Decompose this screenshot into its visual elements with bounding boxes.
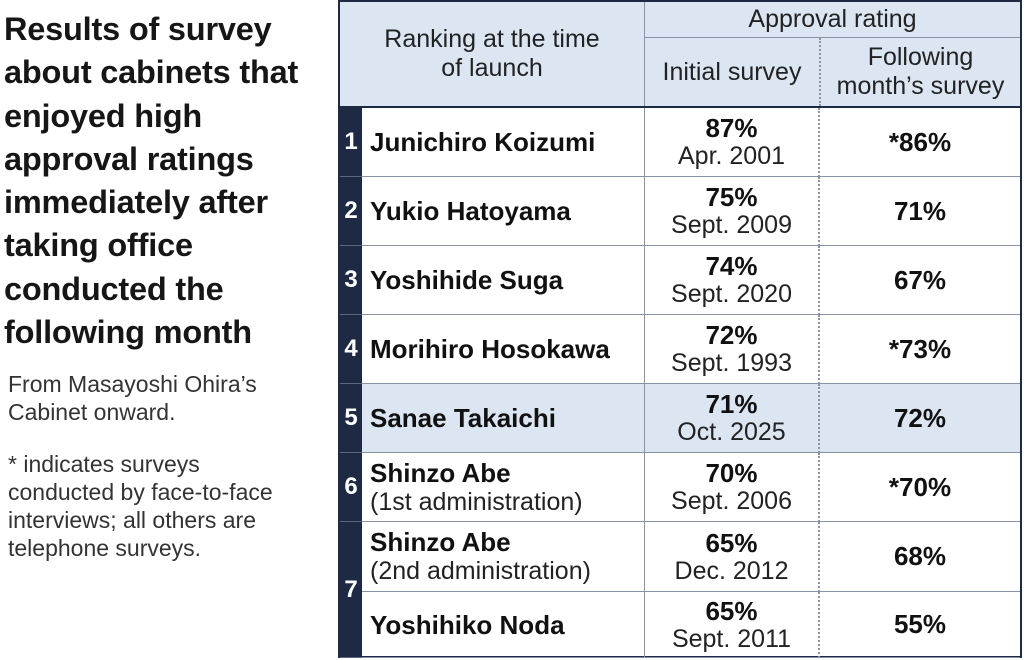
- chart-title: Results of survey about cabinets that en…: [4, 11, 299, 351]
- initial-rating-value: 72%: [705, 320, 758, 350]
- rank-badge: 7: [340, 522, 362, 658]
- initial-survey-cell: 87% Apr. 2001: [644, 108, 818, 177]
- survey-date: Dec. 2012: [674, 556, 789, 585]
- initial-rating-value: 65%: [705, 595, 758, 626]
- cabinet-name-cell: Shinzo Abe (1st administration): [362, 453, 644, 522]
- survey-date: Sept. 2011: [671, 624, 792, 653]
- following-survey-value: *86%: [818, 108, 1020, 177]
- following-survey-value: 72%: [818, 384, 1020, 453]
- rank-badge: 6: [340, 453, 362, 522]
- rank-badge: 1: [340, 108, 362, 177]
- survey-date: Sept. 2006: [671, 487, 792, 515]
- cabinet-name-cell: Yoshihiko Noda: [362, 592, 644, 658]
- header-divider: [644, 2, 645, 106]
- prime-minister-name: Sanae Takaichi: [370, 403, 556, 433]
- rank-badge: 3: [340, 246, 362, 315]
- cabinet-name-cell: Yukio Hatoyama: [362, 177, 644, 246]
- header-initial: Initial survey: [662, 57, 802, 86]
- cabinet-name-cell: Sanae Takaichi: [362, 384, 644, 453]
- administration-note: (2nd administration): [370, 557, 591, 585]
- initial-survey-cell: 65% Dec. 2012: [644, 522, 818, 592]
- header-ranking: Ranking at the time of launch: [384, 25, 600, 82]
- prime-minister-name: Yukio Hatoyama: [370, 196, 571, 226]
- following-survey-value: *70%: [818, 453, 1020, 522]
- prime-minister-name: Yoshihide Suga: [370, 265, 564, 295]
- rank-badge: 2: [340, 177, 362, 246]
- prime-minister-name: Morihiro Hosokawa: [370, 334, 610, 364]
- initial-survey-cell: 74% Sept. 2020: [644, 246, 818, 315]
- survey-date: Apr. 2001: [677, 142, 786, 170]
- header-rule: [340, 106, 1020, 108]
- following-survey-value: 55%: [818, 592, 1020, 658]
- cabinet-name-cell: Junichiro Koizumi: [362, 108, 644, 177]
- initial-rating-value: 75%: [705, 182, 758, 212]
- initial-rating-value: 87%: [705, 113, 758, 143]
- initial-survey-cell: 65% Sept. 2011: [644, 592, 818, 658]
- administration-note: (1st administration): [370, 487, 583, 516]
- initial-rating-value: 70%: [705, 458, 758, 488]
- following-survey-value: 68%: [818, 522, 1020, 592]
- survey-date: Sept. 2009: [671, 211, 792, 239]
- cabinet-name-cell: Yoshihide Suga: [362, 246, 644, 315]
- following-survey-value: *73%: [818, 315, 1020, 384]
- cabinet-name-cell: Shinzo Abe (2nd administration): [362, 522, 644, 592]
- survey-date: Sept. 1993: [671, 349, 792, 377]
- initial-survey-cell: 72% Sept. 1993: [644, 315, 818, 384]
- cabinet-name-cell: Morihiro Hosokawa: [362, 315, 644, 384]
- prime-minister-name: Junichiro Koizumi: [370, 127, 596, 157]
- source-note: From Masayoshi Ohira’s Cabinet onward.: [8, 371, 257, 425]
- survey-date: Oct. 2025: [677, 418, 786, 446]
- initial-survey-cell: 70% Sept. 2006: [644, 453, 818, 522]
- table-body: 1 Junichiro Koizumi 87% Apr. 2001 *86% 2 Yukio…: [340, 108, 1020, 658]
- rank-badge: 4: [340, 315, 362, 384]
- rank-badge: 5: [340, 384, 362, 453]
- initial-rating-value: 71%: [705, 389, 758, 419]
- prime-minister-name: Shinzo Abe: [370, 527, 511, 557]
- survey-date: Sept. 2020: [671, 280, 792, 308]
- left-panel: Results of survey about cabinets that en…: [0, 0, 336, 660]
- header-approval: Approval rating: [645, 2, 1020, 38]
- approval-table: Ranking at the time of launch Approval r…: [338, 0, 1022, 658]
- initial-rating-value: 65%: [705, 527, 758, 558]
- prime-minister-name: Yoshihiko Noda: [370, 609, 565, 640]
- header-following: Following month’s survey: [819, 38, 1020, 106]
- table-header: [340, 2, 1020, 106]
- following-survey-value: 67%: [818, 246, 1020, 315]
- initial-rating-value: 74%: [705, 251, 758, 281]
- prime-minister-name: Shinzo Abe: [370, 457, 511, 488]
- footnote: * indicates surveys conducted by face-to…: [8, 451, 273, 561]
- initial-survey-cell: 75% Sept. 2009: [644, 177, 818, 246]
- initial-survey-cell: 71% Oct. 2025: [644, 384, 818, 453]
- following-survey-value: 71%: [818, 177, 1020, 246]
